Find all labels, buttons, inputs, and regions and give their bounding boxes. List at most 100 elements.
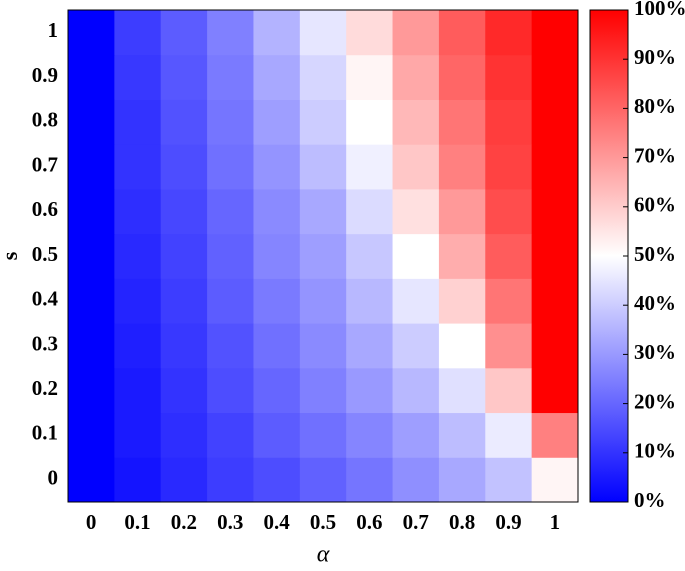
heatmap-cell [160, 278, 208, 324]
heatmap-cell [485, 457, 533, 503]
colorbar-tick-label: 90% [634, 45, 676, 69]
heatmap-cell [160, 54, 208, 100]
y-tick-label: 0.4 [32, 287, 59, 311]
heatmap-cell [485, 99, 533, 145]
heatmap-cell [207, 457, 254, 503]
heatmap-cell [392, 457, 440, 503]
heatmap-cell [299, 412, 347, 458]
heatmap-cell [438, 99, 486, 145]
heatmap-cell [299, 457, 347, 503]
heatmap-cell [438, 457, 486, 503]
heatmap-cell [68, 323, 115, 369]
heatmap-cell [68, 233, 115, 279]
heatmap-cell [253, 457, 301, 503]
heatmap-cell [531, 188, 579, 235]
heatmap-cell [253, 233, 301, 279]
x-tick-label: 0.9 [495, 510, 521, 534]
heatmap-cell [299, 323, 347, 369]
heatmap-cell [346, 367, 394, 414]
x-tick-label: 0.8 [449, 510, 475, 534]
x-tick-label: 0.5 [310, 510, 336, 534]
y-tick-label: 0.1 [32, 421, 58, 445]
colorbar-tick-label: 80% [634, 94, 676, 118]
heatmap-cell [438, 367, 486, 414]
heatmap-cell [207, 323, 254, 369]
colorbar-tick-label: 30% [634, 340, 676, 364]
heatmap-cell [485, 10, 533, 56]
heatmap-cell [114, 278, 162, 324]
heatmap-cell [485, 144, 533, 190]
heatmap-cell [68, 278, 115, 324]
heatmap-cell [68, 144, 115, 190]
heatmap-cell [346, 457, 394, 503]
heatmap-cell [253, 412, 301, 458]
heatmap-cell [346, 99, 394, 145]
heatmap-cell [299, 144, 347, 190]
heatmap-cell [114, 10, 162, 56]
heatmap-cell [207, 233, 254, 279]
heatmap-cell [531, 233, 579, 279]
heatmap-cell [392, 144, 440, 190]
heatmap-cell [299, 367, 347, 414]
colorbar-tick-label: 20% [634, 389, 676, 413]
heatmap-cell [531, 323, 579, 369]
heatmap-cell [160, 412, 208, 458]
colorbar-tick-label: 60% [634, 193, 676, 217]
heatmap-cell [68, 457, 115, 503]
heatmap-cell [299, 99, 347, 145]
heatmap-cell [392, 412, 440, 458]
heatmap-cell [253, 323, 301, 369]
x-tick-label: 1 [550, 510, 561, 534]
heatmap-cell [346, 144, 394, 190]
heatmap-cell [346, 233, 394, 279]
heatmap-cell [299, 278, 347, 324]
heatmap-cell [253, 144, 301, 190]
heatmap-cell [531, 278, 579, 324]
heatmap-cell [160, 188, 208, 235]
heatmap-cell [160, 367, 208, 414]
heatmap-cell [160, 323, 208, 369]
x-tick-label: 0.6 [356, 510, 382, 534]
heatmap-cell [438, 54, 486, 100]
heatmap-cell [114, 144, 162, 190]
heatmap-cell [485, 412, 533, 458]
heatmap-cell [68, 54, 115, 100]
heatmap-cell [207, 278, 254, 324]
heatmap-cell [114, 188, 162, 235]
heatmap-cell [485, 233, 533, 279]
y-tick-label: 0 [48, 465, 59, 489]
heatmap-cell [531, 99, 579, 145]
y-tick-label: 0.7 [32, 152, 58, 176]
heatmap-cell [114, 54, 162, 100]
y-tick-label: 1 [48, 18, 59, 42]
colorbar-tick-label: 100% [634, 0, 685, 20]
heatmap-cell [531, 144, 579, 190]
heatmap-cell [68, 412, 115, 458]
y-tick-label: 0.3 [32, 331, 58, 355]
heatmap-cell [438, 144, 486, 190]
heatmap-cell [160, 457, 208, 503]
x-tick-label: 0.1 [124, 510, 150, 534]
heatmap-cell [392, 323, 440, 369]
heatmap-cell [253, 278, 301, 324]
heatmap-cell [68, 188, 115, 235]
y-tick-label: 0.5 [32, 242, 58, 266]
heatmap-cell [114, 367, 162, 414]
heatmap-cell [160, 99, 208, 145]
heatmap-cell [160, 233, 208, 279]
heatmap-cell [392, 233, 440, 279]
heatmap-cell [68, 367, 115, 414]
heatmap-cell [438, 188, 486, 235]
heatmap-cell [160, 144, 208, 190]
colorbar-tick-label: 0% [634, 488, 666, 512]
heatmap-cell [207, 367, 254, 414]
colorbar-tick-label: 40% [634, 291, 676, 315]
heatmap-cell [392, 99, 440, 145]
heatmap-cell [299, 233, 347, 279]
heatmap-cell [346, 412, 394, 458]
x-tick-label: 0.7 [403, 510, 429, 534]
heatmap-cell [392, 10, 440, 56]
heatmap-cell [485, 278, 533, 324]
heatmap-cell [299, 54, 347, 100]
heatmap-cell [207, 99, 254, 145]
